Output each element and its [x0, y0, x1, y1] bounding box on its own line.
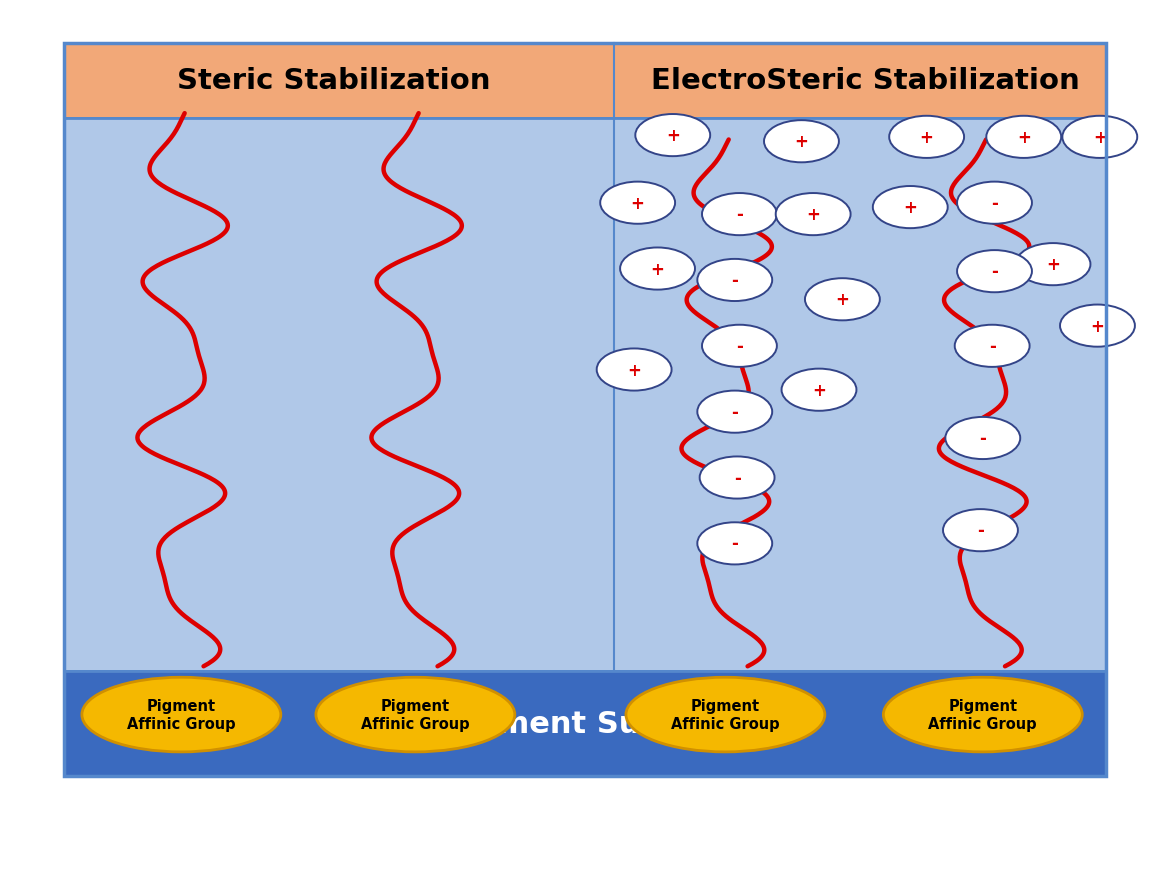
Ellipse shape	[873, 187, 948, 229]
Text: -: -	[991, 195, 998, 212]
Text: +: +	[651, 260, 665, 278]
Ellipse shape	[635, 115, 710, 157]
Ellipse shape	[889, 117, 964, 159]
Text: +: +	[627, 361, 641, 379]
Text: Pigment
Affinic Group: Pigment Affinic Group	[672, 698, 779, 731]
Text: +: +	[835, 291, 849, 309]
Ellipse shape	[955, 325, 1030, 367]
FancyBboxPatch shape	[64, 44, 1106, 118]
Text: -: -	[977, 522, 984, 539]
Ellipse shape	[945, 417, 1020, 460]
Text: -: -	[731, 535, 738, 553]
Ellipse shape	[1060, 305, 1135, 347]
Ellipse shape	[764, 121, 839, 163]
Text: +: +	[1017, 129, 1031, 146]
Text: +: +	[903, 199, 917, 217]
Text: Steric Stabilization: Steric Stabilization	[177, 68, 490, 95]
Ellipse shape	[782, 369, 856, 411]
Ellipse shape	[943, 510, 1018, 552]
Text: +: +	[1090, 317, 1104, 335]
Ellipse shape	[1016, 244, 1090, 286]
Ellipse shape	[957, 251, 1032, 293]
Ellipse shape	[986, 117, 1061, 159]
Text: -: -	[736, 206, 743, 224]
Text: +: +	[806, 206, 820, 224]
Ellipse shape	[82, 677, 281, 752]
Text: -: -	[989, 338, 996, 355]
Text: -: -	[979, 430, 986, 447]
Text: +: +	[1046, 256, 1060, 274]
Ellipse shape	[600, 182, 675, 225]
Ellipse shape	[702, 194, 777, 236]
Ellipse shape	[316, 677, 515, 752]
Ellipse shape	[702, 325, 777, 367]
Text: Pigment Surface: Pigment Surface	[442, 709, 728, 738]
Text: -: -	[991, 263, 998, 281]
Text: Pigment
Affinic Group: Pigment Affinic Group	[929, 698, 1037, 731]
Ellipse shape	[626, 677, 825, 752]
FancyBboxPatch shape	[64, 671, 1106, 776]
Ellipse shape	[697, 523, 772, 565]
Text: +: +	[920, 129, 934, 146]
Text: Pigment
Affinic Group: Pigment Affinic Group	[128, 698, 235, 731]
Ellipse shape	[697, 260, 772, 302]
Ellipse shape	[957, 182, 1032, 225]
FancyBboxPatch shape	[64, 118, 1106, 671]
Text: -: -	[731, 403, 738, 421]
Ellipse shape	[620, 248, 695, 290]
Ellipse shape	[700, 457, 775, 499]
Text: +: +	[812, 381, 826, 399]
Text: +: +	[666, 127, 680, 145]
Ellipse shape	[883, 677, 1082, 752]
Text: -: -	[734, 469, 741, 487]
Ellipse shape	[1062, 117, 1137, 159]
Ellipse shape	[597, 349, 672, 391]
Text: +: +	[631, 195, 645, 212]
Text: +: +	[1093, 129, 1107, 146]
Text: +: +	[794, 133, 808, 151]
Text: ElectroSteric Stabilization: ElectroSteric Stabilization	[652, 68, 1080, 95]
Text: -: -	[731, 272, 738, 289]
Ellipse shape	[697, 391, 772, 433]
Ellipse shape	[776, 194, 851, 236]
Ellipse shape	[805, 279, 880, 321]
Text: Pigment
Affinic Group: Pigment Affinic Group	[362, 698, 469, 731]
Text: -: -	[736, 338, 743, 355]
